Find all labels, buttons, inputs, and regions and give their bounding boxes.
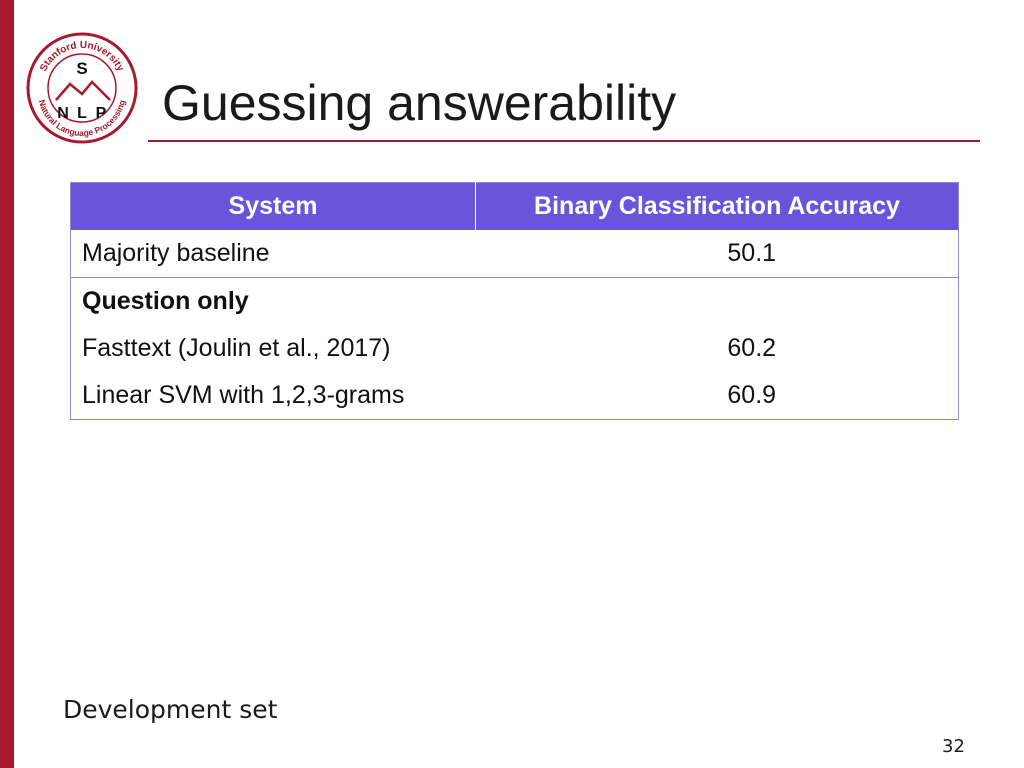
logo-letter-n: N — [57, 105, 69, 122]
table-row: Linear SVM with 1,2,3-grams 60.9 — [71, 372, 959, 420]
page-number: 32 — [942, 736, 965, 757]
title-underline — [148, 140, 980, 142]
stanford-nlp-logo-icon: Stanford University Natural Language Pro… — [26, 32, 138, 144]
group-label-cell: Question only — [70, 277, 476, 325]
accuracy-cell: 50.1 — [727, 239, 777, 267]
logo-letter-s: S — [76, 59, 87, 78]
results-table: System Binary Classification Accuracy Ma… — [70, 182, 959, 420]
table-header-row: System Binary Classification Accuracy — [70, 182, 959, 230]
header-system: System — [70, 182, 476, 230]
table-row-group-header: Question only — [70, 277, 959, 325]
header-accuracy: Binary Classification Accuracy — [475, 182, 959, 230]
footnote: Development set — [63, 695, 278, 724]
system-cell: Linear SVM with 1,2,3-grams — [82, 381, 405, 409]
accuracy-cell: 60.9 — [727, 381, 777, 409]
accuracy-cell — [475, 277, 959, 325]
slide-title: Guessing answerability — [162, 75, 677, 131]
table-row: Majority baseline 50.1 — [71, 230, 959, 278]
logo-letter-p: P — [96, 105, 107, 122]
system-cell: Majority baseline — [82, 239, 270, 267]
system-cell: Fasttext (Joulin et al., 2017) — [82, 334, 391, 362]
table-row: Fasttext (Joulin et al., 2017) 60.2 — [71, 325, 959, 372]
left-accent-bar — [0, 0, 14, 768]
accuracy-cell: 60.2 — [727, 334, 777, 362]
logo-letter-l: L — [77, 105, 87, 122]
